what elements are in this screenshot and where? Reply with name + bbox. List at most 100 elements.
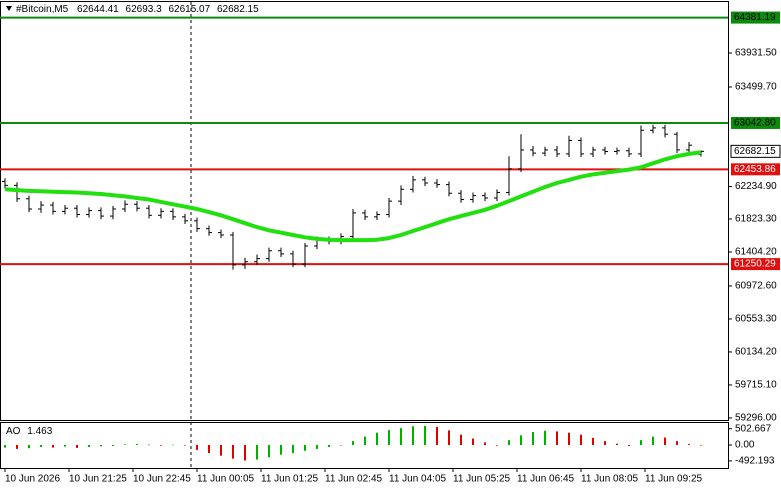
ao-title: AO 1.463 bbox=[6, 426, 53, 437]
x-tick-label: 11 Jun 09:25 bbox=[645, 474, 703, 485]
title-high: 62693.3 bbox=[126, 4, 163, 15]
chart-title: #Bitcoin,M5 62644.41 62693.3 62615.07 62… bbox=[16, 4, 259, 15]
ao-bar bbox=[40, 445, 42, 447]
ao-bar bbox=[700, 444, 702, 446]
x-tick-label: 11 Jun 04:05 bbox=[389, 474, 447, 485]
ao-bar bbox=[424, 425, 426, 445]
ao-bar bbox=[544, 430, 546, 445]
ao-bar bbox=[232, 445, 234, 459]
title-open: 62644.41 bbox=[77, 4, 119, 15]
ao-bar bbox=[64, 445, 66, 447]
ao-bar bbox=[376, 432, 378, 445]
ao-bar bbox=[208, 445, 210, 454]
level-label-box bbox=[731, 116, 780, 129]
y-tick-label: 59296.00 bbox=[735, 413, 777, 424]
ao-bar bbox=[364, 436, 366, 445]
ao-bar bbox=[88, 445, 90, 447]
price-label: 62682.15 bbox=[734, 146, 776, 157]
title-close: 62682.15 bbox=[217, 4, 259, 15]
ao-bar bbox=[580, 434, 582, 445]
ao-value: 1.463 bbox=[27, 426, 52, 437]
ao-bar bbox=[388, 430, 390, 445]
x-tick-label: 10 Jun 21:25 bbox=[69, 474, 127, 485]
y-tick-label: 61823.30 bbox=[735, 214, 777, 225]
ao-bar bbox=[412, 426, 414, 445]
ao-bar bbox=[628, 445, 630, 446]
x-tick-label: 11 Jun 02:45 bbox=[325, 474, 383, 485]
ao-bar bbox=[148, 444, 150, 446]
ao-bar bbox=[460, 434, 462, 445]
level-label: 62453.86 bbox=[734, 164, 776, 175]
ao-bar bbox=[160, 445, 162, 446]
y-tick-label: 62234.90 bbox=[735, 181, 777, 192]
level-label-box bbox=[731, 11, 780, 24]
ao-bar bbox=[496, 445, 498, 446]
ao-bar bbox=[16, 445, 18, 449]
ao-bar bbox=[556, 431, 558, 445]
ao-bar bbox=[640, 440, 642, 445]
ao-bar bbox=[76, 445, 78, 448]
ao-bar bbox=[532, 432, 534, 445]
ao-bar bbox=[616, 443, 618, 445]
ao-bar bbox=[448, 430, 450, 445]
y-tick-label: 63499.70 bbox=[735, 82, 777, 93]
ao-bar bbox=[52, 445, 54, 448]
ao-bar bbox=[280, 445, 282, 455]
ao-bar bbox=[664, 437, 666, 445]
level-label-box bbox=[731, 163, 780, 176]
ao-bar bbox=[136, 444, 138, 445]
ao-bar bbox=[472, 438, 474, 445]
x-tick-label: 11 Jun 01:25 bbox=[261, 474, 319, 485]
ao-tick-label: 0.00 bbox=[735, 440, 755, 451]
ao-bar bbox=[508, 440, 510, 445]
ao-bar bbox=[328, 445, 330, 447]
ao-bar bbox=[112, 445, 114, 446]
ao-bar bbox=[436, 426, 438, 445]
title-low: 62615.07 bbox=[168, 4, 210, 15]
price-label-box bbox=[730, 144, 781, 158]
ao-bar bbox=[100, 445, 102, 447]
x-tick-label: 11 Jun 06:45 bbox=[517, 474, 575, 485]
level-label-box bbox=[731, 258, 780, 271]
ao-bar bbox=[340, 445, 342, 446]
level-label: 63042.80 bbox=[734, 118, 776, 129]
level-label: 61250.29 bbox=[734, 259, 776, 270]
ao-bar bbox=[520, 435, 522, 445]
ao-bar bbox=[652, 436, 654, 445]
ao-bar bbox=[172, 444, 174, 446]
ao-bar bbox=[268, 445, 270, 458]
ao-bar bbox=[28, 445, 30, 449]
ao-bar bbox=[184, 445, 186, 446]
ao-bar bbox=[592, 437, 594, 445]
y-tick-label: 61404.20 bbox=[735, 247, 777, 258]
y-tick-label: 60553.30 bbox=[735, 314, 777, 325]
y-tick-label: 60972.60 bbox=[735, 281, 777, 292]
level-label: 64381.19 bbox=[734, 12, 776, 23]
x-tick-label: 11 Jun 05:25 bbox=[453, 474, 511, 485]
ao-bar bbox=[256, 445, 258, 460]
ao-bar bbox=[292, 445, 294, 454]
ao-bar bbox=[304, 445, 306, 451]
ao-bar bbox=[676, 441, 678, 445]
x-tick-label: 11 Jun 00:05 bbox=[197, 474, 255, 485]
ao-bar bbox=[220, 445, 222, 456]
ao-bar bbox=[352, 441, 354, 445]
ao-bar bbox=[568, 432, 570, 445]
y-tick-label: 59715.10 bbox=[735, 380, 777, 391]
menu-icon bbox=[6, 6, 12, 11]
ao-bar bbox=[244, 445, 246, 461]
ao-bar bbox=[124, 444, 126, 445]
ao-bar bbox=[604, 441, 606, 445]
ao-tick-label: -492.193 bbox=[735, 456, 775, 467]
ao-bar bbox=[400, 428, 402, 445]
moving-average bbox=[4, 150, 702, 243]
y-tick-label: 63931.50 bbox=[735, 48, 777, 59]
x-tick-label: 10 Jun 22:45 bbox=[133, 474, 191, 485]
ao-bar bbox=[688, 444, 690, 445]
ao-bar bbox=[4, 445, 6, 448]
ao-bar bbox=[196, 445, 198, 450]
title-symbol: #Bitcoin,M5 bbox=[16, 4, 69, 15]
ao-bar bbox=[316, 445, 318, 449]
